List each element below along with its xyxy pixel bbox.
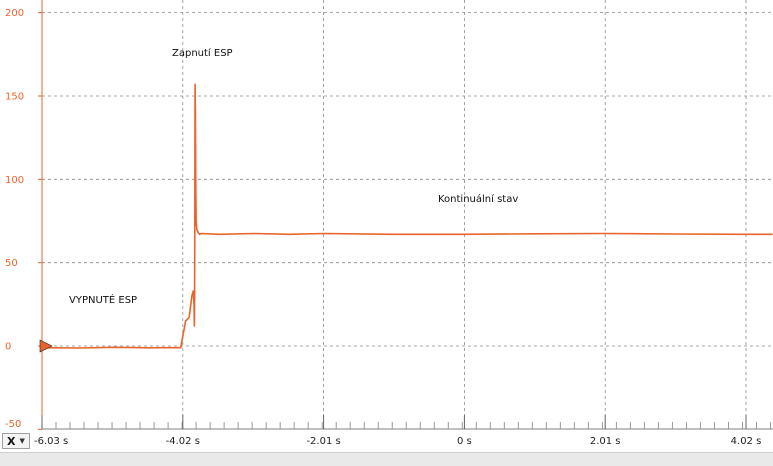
x-axis-ticks: -6.03 s -4.02 s -2.01 s 0 s 2.01 s 4.02 s (34, 415, 761, 447)
grid-lines (42, 0, 773, 429)
annotation-on: Zapnutí ESP (172, 47, 233, 59)
y-axis-ticks: 200 150 100 50 0 -50 (5, 8, 42, 430)
bottom-scroll-strip (0, 452, 773, 466)
x-tick-label: 4.02 s (731, 436, 762, 447)
x-tick-label: -2.01 s (306, 436, 340, 447)
y-tick-label: 100 (5, 175, 24, 186)
x-axis-selector-label: X (7, 434, 16, 448)
x-tick-label: 2.01 s (590, 436, 621, 447)
annotation-steady: Kontinuální stav (438, 193, 518, 205)
y-tick-label: -50 (5, 419, 21, 430)
annotation-off: VYPNUTÉ ESP (69, 293, 137, 306)
chevron-down-icon: ▼ (19, 437, 25, 445)
y-tick-label: 50 (5, 258, 18, 269)
trigger-marker-icon[interactable] (39, 339, 53, 353)
series-line (41, 83, 773, 349)
x-tick-label: -4.02 s (166, 436, 200, 447)
y-tick-label: 0 (5, 342, 11, 353)
y-tick-label: 150 (5, 91, 24, 102)
x-axis-selector-button[interactable]: X ▼ (2, 433, 30, 449)
x-axis-minor-ticks (41, 422, 772, 429)
x-tick-label: 0 s (457, 436, 472, 447)
x-tick-label: -6.03 s (34, 436, 68, 447)
y-tick-label: 200 (5, 8, 24, 19)
